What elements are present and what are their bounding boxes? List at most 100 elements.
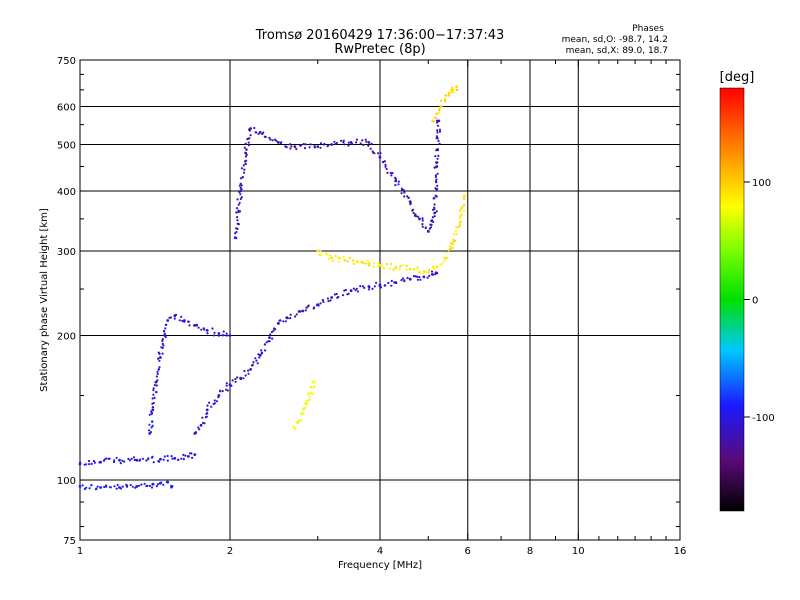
data-point — [398, 268, 401, 271]
data-point — [436, 188, 439, 191]
data-point — [152, 393, 155, 396]
data-point — [171, 457, 174, 460]
data-point — [236, 216, 239, 219]
x-axis-label: Frequency [MHz] — [338, 560, 422, 571]
data-point — [371, 287, 374, 290]
data-point — [217, 334, 220, 337]
data-point — [327, 300, 330, 303]
data-point — [119, 487, 123, 490]
data-point — [440, 262, 443, 265]
data-point — [373, 152, 376, 155]
data-point — [463, 197, 466, 200]
data-point — [327, 144, 330, 147]
data-point — [161, 339, 164, 343]
data-point — [270, 331, 273, 334]
data-point — [132, 456, 136, 459]
data-point — [364, 138, 367, 141]
data-point — [235, 230, 238, 234]
data-point — [304, 143, 307, 146]
data-point — [333, 140, 336, 143]
data-point — [238, 201, 241, 204]
data-point — [342, 139, 345, 142]
data-point — [399, 265, 402, 268]
data-point — [434, 174, 437, 177]
data-point — [271, 139, 274, 142]
data-point — [168, 316, 171, 319]
data-point — [148, 423, 151, 426]
data-point — [292, 425, 296, 428]
data-point — [415, 215, 418, 218]
data-point — [337, 260, 340, 263]
colorbar — [719, 87, 745, 512]
data-point — [436, 131, 439, 134]
data-point — [158, 460, 161, 463]
data-point — [456, 88, 459, 92]
data-point — [163, 455, 166, 458]
data-point — [243, 168, 246, 171]
data-point — [402, 264, 405, 267]
data-point — [313, 385, 316, 388]
data-point — [205, 408, 209, 412]
data-point — [355, 260, 359, 264]
x-tick-label: 6 — [465, 546, 471, 557]
data-point — [434, 180, 437, 183]
data-point — [151, 420, 154, 423]
data-point — [427, 271, 430, 274]
data-point — [187, 320, 190, 323]
data-point — [187, 455, 190, 458]
data-point — [295, 147, 298, 151]
data-point — [151, 424, 154, 427]
data-point — [366, 259, 369, 262]
data-point — [434, 175, 437, 179]
data-point — [351, 143, 354, 146]
data-point — [96, 485, 99, 488]
data-point — [407, 196, 410, 199]
data-point — [272, 329, 275, 332]
data-point — [409, 202, 412, 205]
data-point — [433, 203, 436, 206]
data-point — [261, 132, 264, 136]
data-point — [257, 132, 260, 135]
data-point — [436, 148, 439, 151]
data-point — [155, 485, 158, 488]
data-point — [346, 260, 349, 263]
data-point — [230, 384, 233, 387]
data-point — [240, 167, 243, 170]
data-point — [438, 107, 441, 110]
data-point — [83, 487, 86, 491]
data-point — [433, 215, 436, 218]
data-point — [418, 276, 421, 279]
data-point — [435, 112, 439, 115]
data-point — [458, 214, 461, 217]
data-point — [244, 151, 248, 155]
data-point — [416, 278, 419, 281]
data-point — [115, 456, 118, 459]
data-point — [430, 270, 434, 273]
data-point — [341, 294, 345, 297]
data-point — [451, 88, 455, 92]
data-point — [302, 408, 305, 411]
colorbar-tick-label: 0 — [752, 296, 758, 307]
data-point — [90, 484, 93, 487]
data-point — [453, 239, 457, 242]
data-point — [454, 230, 457, 233]
phase-box-title: Phases — [632, 24, 664, 34]
data-point — [206, 412, 209, 415]
data-point — [394, 177, 397, 180]
data-point — [258, 356, 261, 359]
data-point — [235, 227, 238, 230]
data-point — [239, 182, 242, 185]
data-point — [161, 338, 164, 341]
data-point — [384, 165, 387, 168]
data-point — [429, 226, 433, 229]
data-point — [367, 144, 370, 147]
data-point — [430, 223, 433, 226]
data-point — [113, 459, 116, 462]
data-point — [457, 225, 460, 228]
data-point — [319, 250, 322, 253]
data-points — [78, 85, 467, 491]
data-point — [273, 327, 276, 330]
data-point — [460, 213, 463, 216]
data-point — [182, 453, 185, 456]
data-point — [349, 289, 353, 293]
